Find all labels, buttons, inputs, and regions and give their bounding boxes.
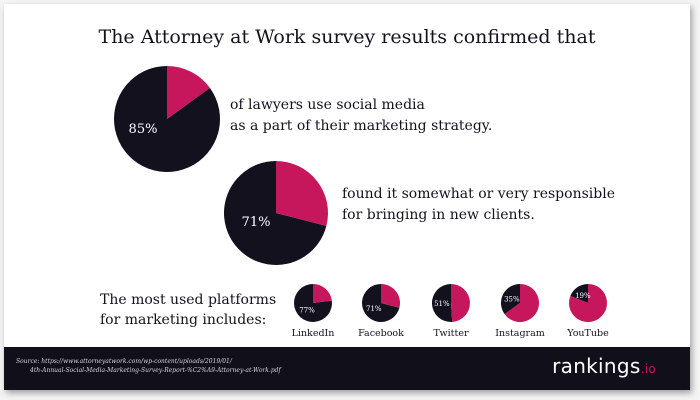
pie-facebook-caption: Facebook (358, 328, 404, 339)
pie-linkedin-value-slice (293, 284, 332, 322)
platforms-label: The most used platforms for marketing in… (100, 290, 276, 330)
pie-youtube-caption: YouTube (566, 328, 609, 339)
stat-2-text: found it somewhat or very responsible fo… (342, 184, 615, 226)
pie-twitter-remainder-slice (451, 284, 470, 322)
brand-logo: rankings.io (552, 354, 656, 378)
pie-youtube-label: 19% (575, 292, 591, 300)
pie-facebook-label: 71% (366, 305, 382, 313)
pie-new-clients-remainder-slice (276, 161, 329, 226)
source-line2: 4th-Annual-Social-Media-Marketing-Survey… (30, 367, 281, 374)
pie-instagram-remainder-slice (504, 284, 539, 322)
pie-youtube-remainder-slice (568, 284, 607, 322)
pie-facebook-value-slice (361, 283, 400, 322)
pie-instagram-label: 35% (504, 295, 520, 303)
platforms-label-line2: for marketing includes: (100, 312, 267, 328)
pie-twitter-caption: Twitter (434, 328, 469, 339)
pie-linkedin-label: 77% (299, 306, 315, 314)
pie-twitter-label: 51% (434, 300, 450, 308)
footer: Source: https://www.attorneyatwork.com/w… (4, 347, 690, 390)
pie-youtube-value-slice (570, 284, 588, 303)
pie-lawyers-social-remainder-slice (167, 66, 210, 119)
stat-2-line2: for bringing in new clients. (342, 207, 535, 223)
pie-instagram-value-slice (500, 284, 520, 315)
pie-lawyers-social-value-slice (114, 66, 221, 172)
stat-1-text: of lawyers use social media as a part of… (230, 95, 492, 137)
pie-instagram: 35% (500, 284, 539, 322)
brand-name: rankings (552, 354, 641, 378)
pie-new-clients: 71% (224, 161, 329, 265)
pie-linkedin-remainder-slice (313, 284, 332, 303)
page-title: The Attorney at Work survey results conf… (98, 26, 596, 48)
pie-facebook: 71% (361, 283, 400, 322)
pie-linkedin-caption: LinkedIn (292, 328, 335, 339)
stat-2-line1: found it somewhat or very responsible (342, 186, 615, 202)
pie-new-clients-value-slice (224, 161, 327, 265)
source-line1: Source: https://www.attorneyatwork.com/w… (16, 358, 232, 365)
pie-charts: 85% 71% 77% LinkedIn 71% Facebook 51% Twitter 35… (114, 66, 609, 339)
pie-twitter: 51% (431, 283, 470, 322)
stat-1-line2: as a part of their marketing strategy. (230, 118, 493, 134)
pie-facebook-remainder-slice (381, 284, 400, 308)
brand-tld: .io (640, 362, 656, 376)
stat-1-line1: of lawyers use social media (230, 97, 425, 113)
platforms-label-line1: The most used platforms (100, 292, 277, 308)
pie-instagram-caption: Instagram (495, 328, 545, 339)
pie-youtube: 19% (568, 284, 607, 322)
pie-twitter-value-slice (431, 283, 453, 322)
source-citation: Source: https://www.attorneyatwork.com/w… (16, 357, 346, 375)
pie-linkedin: 77% (293, 284, 332, 322)
infographic-card: The Attorney at Work survey results conf… (4, 4, 690, 390)
pie-lawyers-social-label: 85% (129, 122, 158, 137)
pie-lawyers-social: 85% (114, 66, 221, 172)
pie-new-clients-label: 71% (242, 215, 271, 230)
